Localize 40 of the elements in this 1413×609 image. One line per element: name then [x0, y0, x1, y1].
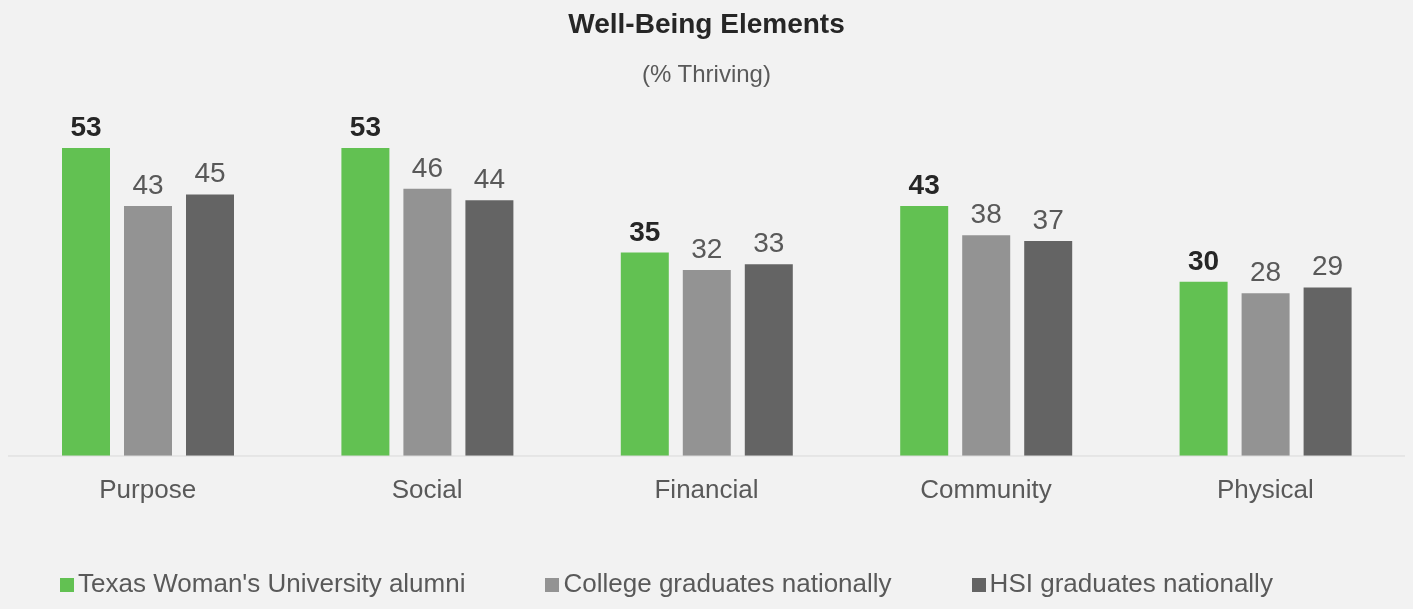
- bar: [744, 264, 793, 456]
- data-label: 45: [194, 157, 226, 189]
- data-label: 43: [908, 169, 940, 201]
- bar: [465, 200, 514, 456]
- bar: [341, 148, 390, 456]
- bar: [1303, 287, 1352, 456]
- bar: [620, 252, 669, 456]
- bar: [186, 194, 234, 456]
- data-label: 33: [753, 227, 785, 259]
- bar: [403, 188, 452, 456]
- bar: [1024, 240, 1073, 456]
- bar: [682, 270, 731, 456]
- data-label: 53: [349, 111, 381, 142]
- data-label: 46: [411, 151, 443, 183]
- data-label: 32: [691, 233, 723, 265]
- x-tick-label: Physical: [1216, 474, 1314, 505]
- legend-label: HSI graduates nationally: [989, 568, 1273, 598]
- legend-label: Texas Woman's University alumni: [78, 568, 466, 598]
- data-label: 43: [132, 169, 164, 201]
- data-label: 29: [1312, 250, 1344, 282]
- data-label: 53: [70, 111, 102, 142]
- bar: [900, 206, 949, 456]
- chart-subtitle: (% Thriving): [641, 60, 772, 88]
- x-tick-label: Financial: [654, 474, 759, 505]
- x-tick-label: Purpose: [99, 474, 197, 505]
- x-tick-label: Community: [920, 474, 1052, 505]
- x-tick-label: Social: [391, 474, 463, 505]
- data-label: 28: [1250, 256, 1282, 288]
- legend-label: College graduates nationally: [563, 568, 892, 598]
- data-label: 44: [473, 163, 505, 195]
- bar: [1241, 293, 1290, 456]
- bar: [62, 148, 110, 456]
- chart-title: Well-Being Elements: [567, 8, 846, 40]
- bar: [962, 235, 1011, 456]
- data-label: 30: [1188, 244, 1220, 276]
- data-label: 35: [629, 215, 661, 247]
- bar: [1179, 281, 1228, 456]
- data-label: 37: [1032, 203, 1064, 235]
- data-label: 38: [970, 198, 1002, 230]
- bar: [124, 206, 172, 456]
